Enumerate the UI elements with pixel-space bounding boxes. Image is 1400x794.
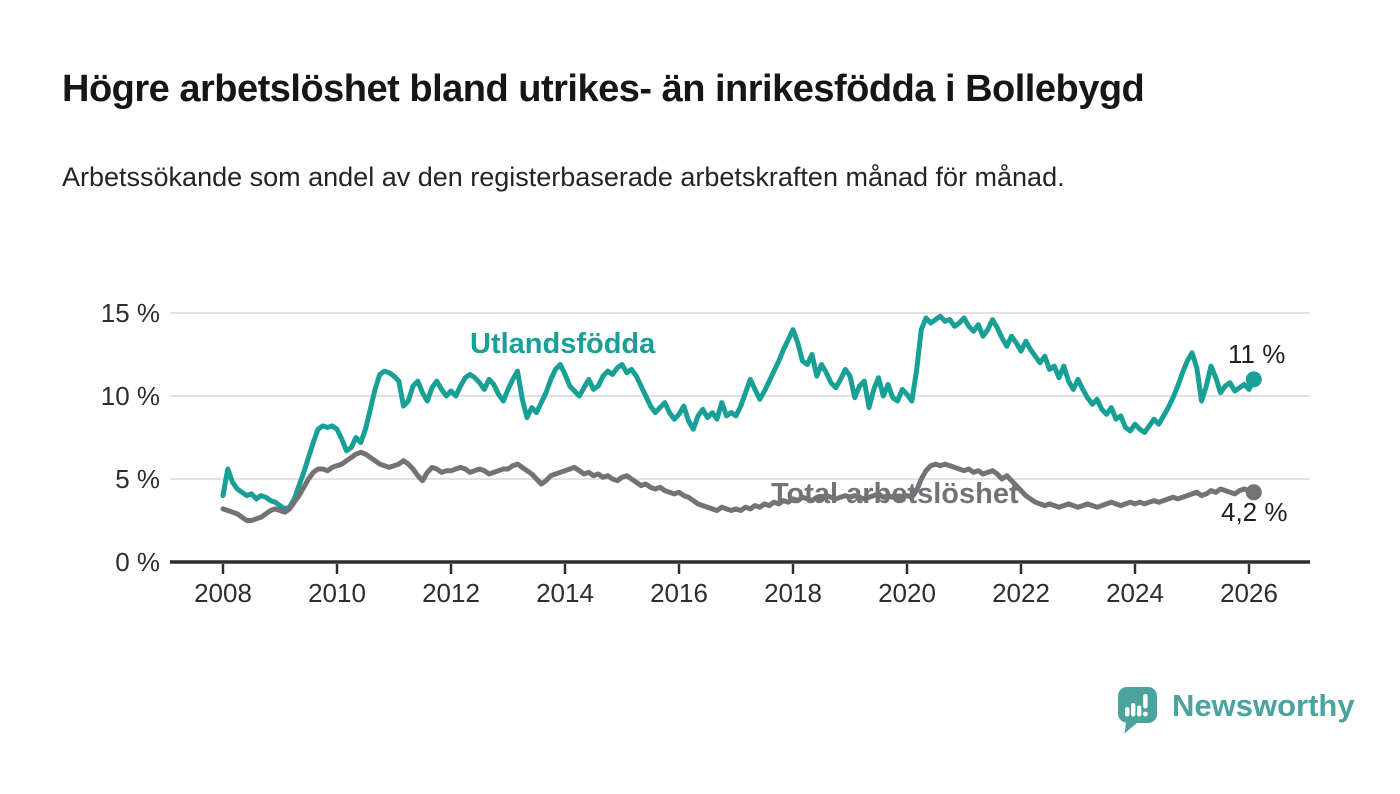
- bar-1: [1125, 707, 1130, 717]
- exclamation-dot: [1143, 711, 1148, 717]
- newsworthy-wordmark: Newsworthy: [1172, 688, 1355, 723]
- newsworthy-logo: Newsworthy: [1117, 686, 1355, 734]
- series-line-total: [220, 449, 1257, 523]
- series-end-dot-total: [1245, 484, 1262, 501]
- series-end-dot-utlandsfodda: [1245, 371, 1262, 388]
- exclamation-bar: [1143, 694, 1148, 709]
- series-line-utlandsfodda: [220, 313, 1257, 512]
- bar-3: [1137, 705, 1142, 717]
- chart-subtitle: Arbetssökande som andel av den registerb…: [62, 162, 1065, 192]
- bar-2: [1131, 703, 1136, 717]
- chart-title: Högre arbetslöshet bland utrikes- än inr…: [62, 68, 1145, 110]
- newsworthy-logo-icon: [1118, 687, 1157, 734]
